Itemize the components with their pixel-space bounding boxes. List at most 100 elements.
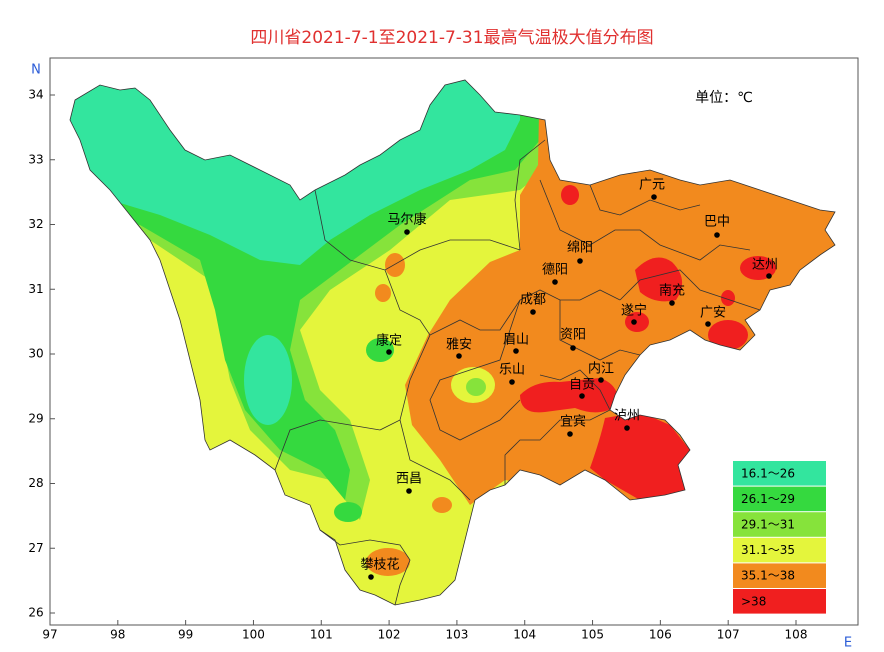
zone-over-38 bbox=[625, 312, 649, 332]
city-name: 资阳 bbox=[560, 328, 586, 343]
city-name: 雅安 bbox=[446, 338, 472, 353]
city-name: 内江 bbox=[588, 361, 614, 377]
city-dot bbox=[624, 425, 630, 431]
city-name: 眉山 bbox=[503, 333, 529, 348]
legend-swatch bbox=[733, 537, 826, 563]
city-name: 乐山 bbox=[499, 363, 525, 378]
y-tick-label: 31 bbox=[28, 282, 43, 296]
city-name: 南充 bbox=[659, 283, 685, 299]
zone-35-38 bbox=[432, 497, 452, 513]
y-tick-label: 29 bbox=[28, 411, 43, 425]
y-tick-label: 27 bbox=[28, 541, 43, 555]
x-tick-label: 99 bbox=[178, 628, 193, 642]
legend-swatch bbox=[733, 512, 826, 537]
city-dot bbox=[669, 300, 675, 306]
x-tick-label: 105 bbox=[581, 628, 604, 642]
axes: 97 98 99 100 101 102 103 104 105 106 107 108 26 27 28 2… bbox=[28, 88, 807, 642]
city-dot bbox=[570, 345, 576, 351]
city-dot bbox=[509, 379, 515, 385]
city-dot bbox=[404, 229, 410, 235]
y-tick-label: 26 bbox=[28, 606, 43, 620]
boundaries bbox=[69, 79, 836, 606]
x-tick-label: 108 bbox=[785, 628, 808, 642]
city-dot bbox=[579, 393, 585, 399]
legend-swatch bbox=[733, 461, 826, 486]
zone-over-38 bbox=[721, 290, 735, 306]
x-tick-label: 107 bbox=[717, 628, 740, 642]
city-dot bbox=[651, 194, 657, 200]
city-name: 攀枝花 bbox=[360, 557, 399, 573]
y-tick-label: 34 bbox=[28, 88, 43, 102]
x-tick-label: 98 bbox=[110, 628, 125, 642]
zone-35-38 bbox=[366, 548, 410, 576]
city-name: 德阳 bbox=[542, 263, 568, 278]
city-name: 康定 bbox=[376, 333, 402, 349]
zone-26-29 bbox=[366, 338, 394, 362]
legend-label: 29.1～31 bbox=[741, 518, 795, 532]
city-name: 成都 bbox=[520, 293, 546, 308]
city-dot bbox=[386, 349, 392, 355]
city-dot bbox=[456, 353, 462, 359]
legend-label: 35.1～38 bbox=[741, 569, 795, 583]
city-dot bbox=[368, 574, 374, 580]
zone-35-38 bbox=[385, 253, 405, 277]
legend: 16.1～26 26.1～29 29.1～31 31.1～35 35.1～38 >38 bbox=[733, 461, 826, 614]
x-tick-label: 97 bbox=[42, 628, 57, 642]
y-tick-label: 33 bbox=[28, 152, 43, 166]
city-name: 马尔康 bbox=[387, 212, 426, 228]
east-label: E bbox=[844, 636, 852, 651]
y-tick-label: 28 bbox=[28, 476, 43, 490]
city-name: 广安 bbox=[700, 306, 726, 321]
city-dot bbox=[552, 279, 558, 285]
city-dot bbox=[631, 319, 637, 325]
legend-swatch bbox=[733, 486, 826, 512]
x-tick-label: 101 bbox=[310, 628, 333, 642]
zone-over-38 bbox=[561, 185, 579, 205]
city-name: 巴中 bbox=[704, 215, 730, 230]
zone-16-26 bbox=[244, 335, 292, 425]
zone-35-38 bbox=[375, 284, 391, 302]
x-tick-label: 100 bbox=[242, 628, 265, 642]
city-name: 泸州 bbox=[614, 409, 640, 424]
city-name: 绵阳 bbox=[567, 241, 593, 256]
legend-label: 26.1～29 bbox=[741, 492, 795, 506]
city-name: 西昌 bbox=[396, 472, 422, 487]
city-name: 达州 bbox=[752, 258, 778, 273]
city-name: 广元 bbox=[639, 178, 665, 193]
zone-over-38 bbox=[708, 320, 748, 350]
y-tick-label: 30 bbox=[28, 347, 43, 361]
legend-swatch bbox=[733, 589, 826, 614]
city-dot bbox=[513, 348, 519, 354]
city-dot bbox=[766, 273, 772, 279]
x-tick-label: 106 bbox=[649, 628, 672, 642]
city-dot bbox=[567, 431, 573, 437]
legend-swatch bbox=[733, 563, 826, 588]
legend-label: >38 bbox=[741, 594, 766, 608]
x-tick-label: 103 bbox=[445, 628, 468, 642]
city-name: 宜宾 bbox=[560, 414, 586, 430]
zone-26-29 bbox=[334, 502, 362, 522]
city-dot bbox=[714, 232, 720, 238]
zone-over-38 bbox=[635, 257, 683, 302]
x-tick-label: 104 bbox=[513, 628, 536, 642]
legend-label: 31.1～35 bbox=[741, 543, 795, 557]
unit-label: 单位：℃ bbox=[695, 90, 753, 106]
city-name: 遂宁 bbox=[621, 303, 647, 319]
x-tick-label: 102 bbox=[378, 628, 401, 642]
city-dot bbox=[577, 258, 583, 264]
zone-over-38 bbox=[520, 378, 619, 413]
city-dot bbox=[406, 488, 412, 494]
north-label: N bbox=[31, 63, 41, 78]
city-dot bbox=[705, 321, 711, 327]
zone-over-38 bbox=[590, 412, 690, 500]
zone-over-38 bbox=[740, 256, 776, 280]
legend-label: 16.1～26 bbox=[741, 466, 795, 480]
map-title: 四川省2021-7-1至2021-7-31最高气温极大值分布图 bbox=[250, 28, 653, 48]
city-dot bbox=[530, 309, 536, 315]
zone-29-31 bbox=[466, 378, 486, 396]
city-dot bbox=[598, 377, 604, 383]
y-tick-label: 32 bbox=[28, 217, 43, 231]
